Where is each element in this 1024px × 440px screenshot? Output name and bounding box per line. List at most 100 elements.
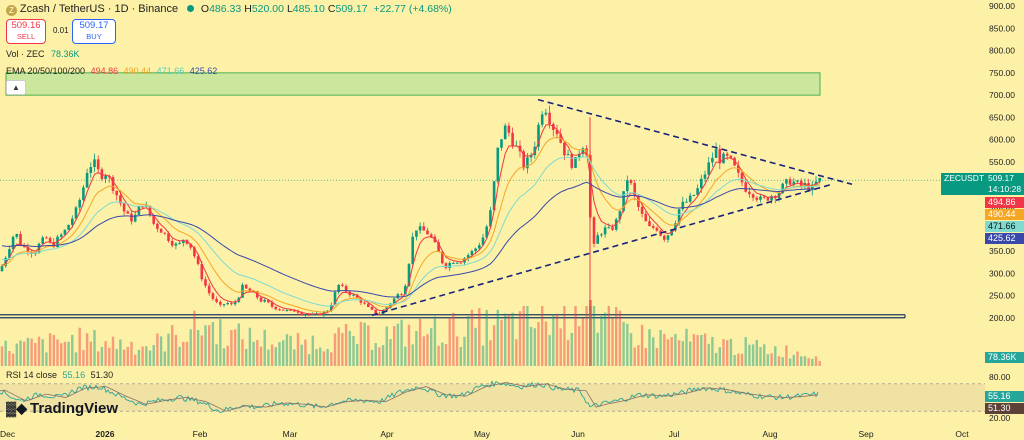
volume-bar (104, 341, 107, 366)
volume-bar (252, 341, 255, 366)
volume-bar (163, 351, 166, 366)
volume-bar (56, 339, 59, 366)
volume-bar (814, 356, 818, 366)
volume-bar (600, 316, 603, 366)
volume-bar (615, 306, 618, 366)
volume-bar (430, 328, 433, 366)
candle-down (459, 262, 463, 264)
volume-bar (755, 339, 758, 366)
volume-bar (208, 325, 211, 366)
volume-bar (648, 329, 651, 366)
candle-up (8, 249, 11, 258)
volume-bar (119, 339, 122, 366)
ema-legend[interactable]: EMA 20/50/100/200 494.86 490.44 471.66 4… (6, 66, 217, 76)
candle-up (330, 305, 333, 311)
volume-bar (555, 313, 559, 366)
volume-bar (570, 332, 573, 366)
volume-bar (478, 308, 481, 366)
candle-up (577, 153, 581, 158)
rsi-ma-value: 51.30 (90, 370, 114, 380)
candle-down (163, 232, 167, 234)
candle-down (437, 242, 440, 252)
time-tick-label: Apr (380, 429, 393, 439)
volume-bar (148, 350, 152, 366)
tradingview-logo[interactable]: ▓◆ TradingView (6, 400, 118, 417)
volume-bar (422, 336, 425, 366)
candle-down (215, 298, 218, 302)
volume-bar (307, 354, 311, 366)
candle-up (93, 159, 96, 168)
volume-bar (270, 344, 274, 366)
ema100-badge: 471.66 (985, 221, 1024, 232)
sell-button[interactable]: 509.16 SELL (6, 19, 46, 44)
candle-down (655, 227, 659, 231)
volume-bar (178, 346, 181, 366)
candle-up (600, 234, 603, 236)
ema200-line (1, 181, 820, 298)
candle-down (522, 151, 525, 169)
volume-bar (703, 333, 707, 366)
buy-button[interactable]: 509.17 BUY (72, 19, 116, 44)
candle-up (392, 298, 396, 304)
volume-bar (592, 306, 596, 366)
candle-down (444, 263, 448, 268)
candle-down (341, 284, 344, 286)
time-tick-label: Feb (193, 429, 208, 439)
candle-up (581, 148, 585, 154)
time-tick-label: Dec (0, 429, 16, 439)
volume-bar (685, 328, 688, 366)
volume-bar (145, 346, 148, 366)
ema100-line (1, 156, 820, 307)
candle-down (555, 129, 559, 135)
volume-bar (633, 347, 636, 366)
volume-bar (552, 314, 555, 366)
rsi-legend[interactable]: RSI 14 close 55.16 51.30 (6, 370, 113, 380)
volume-bar (285, 334, 289, 366)
volume-bar (504, 313, 507, 366)
descending-trendline (537, 98, 853, 186)
volume-bar (637, 345, 640, 366)
volume-bar (744, 337, 747, 366)
volume-bar (200, 335, 203, 366)
candle-up (481, 237, 485, 246)
volume-bar (256, 340, 259, 366)
volume-legend[interactable]: Vol · ZEC 78.36K (6, 49, 80, 59)
candle-down (159, 228, 163, 233)
candle-down (370, 306, 374, 310)
volume-bar (274, 347, 277, 366)
candle-up (407, 264, 411, 286)
candle-up (455, 262, 459, 264)
candle-up (770, 196, 773, 201)
candle-down (270, 302, 274, 307)
time-tick-label: Jul (669, 429, 680, 439)
candle-down (766, 197, 770, 201)
volume-bar (433, 316, 437, 366)
volume-bar (452, 312, 455, 366)
rsi-ma-line (0, 382, 819, 412)
candle-down (633, 183, 636, 197)
price-tick-label: 900.00 (989, 1, 1015, 11)
candle-up (540, 114, 544, 125)
symbol-title[interactable]: Zcash / TetherUS · 1D · Binance (19, 3, 179, 15)
candle-up (452, 262, 455, 264)
volume-bar (367, 325, 370, 366)
volume-bar (818, 360, 821, 366)
candle-down (248, 288, 252, 292)
candle-up (681, 201, 685, 210)
candle-up (607, 227, 611, 229)
volume-bar (788, 358, 792, 366)
volume-bar (389, 338, 392, 366)
volume-bar (156, 333, 159, 366)
candle-up (418, 226, 422, 231)
volume-bar (807, 358, 810, 366)
collapse-chevron-icon[interactable]: ▲ (6, 80, 26, 95)
volume-bar (333, 333, 337, 366)
volume-bar (566, 339, 570, 366)
volume-bar (71, 334, 74, 366)
volume-bar (415, 331, 418, 366)
price-axis-bg (985, 0, 1024, 440)
candle-down (244, 284, 248, 289)
resistance-zone (5, 72, 821, 96)
volume-bar (781, 357, 784, 366)
volume-bar (322, 351, 326, 366)
